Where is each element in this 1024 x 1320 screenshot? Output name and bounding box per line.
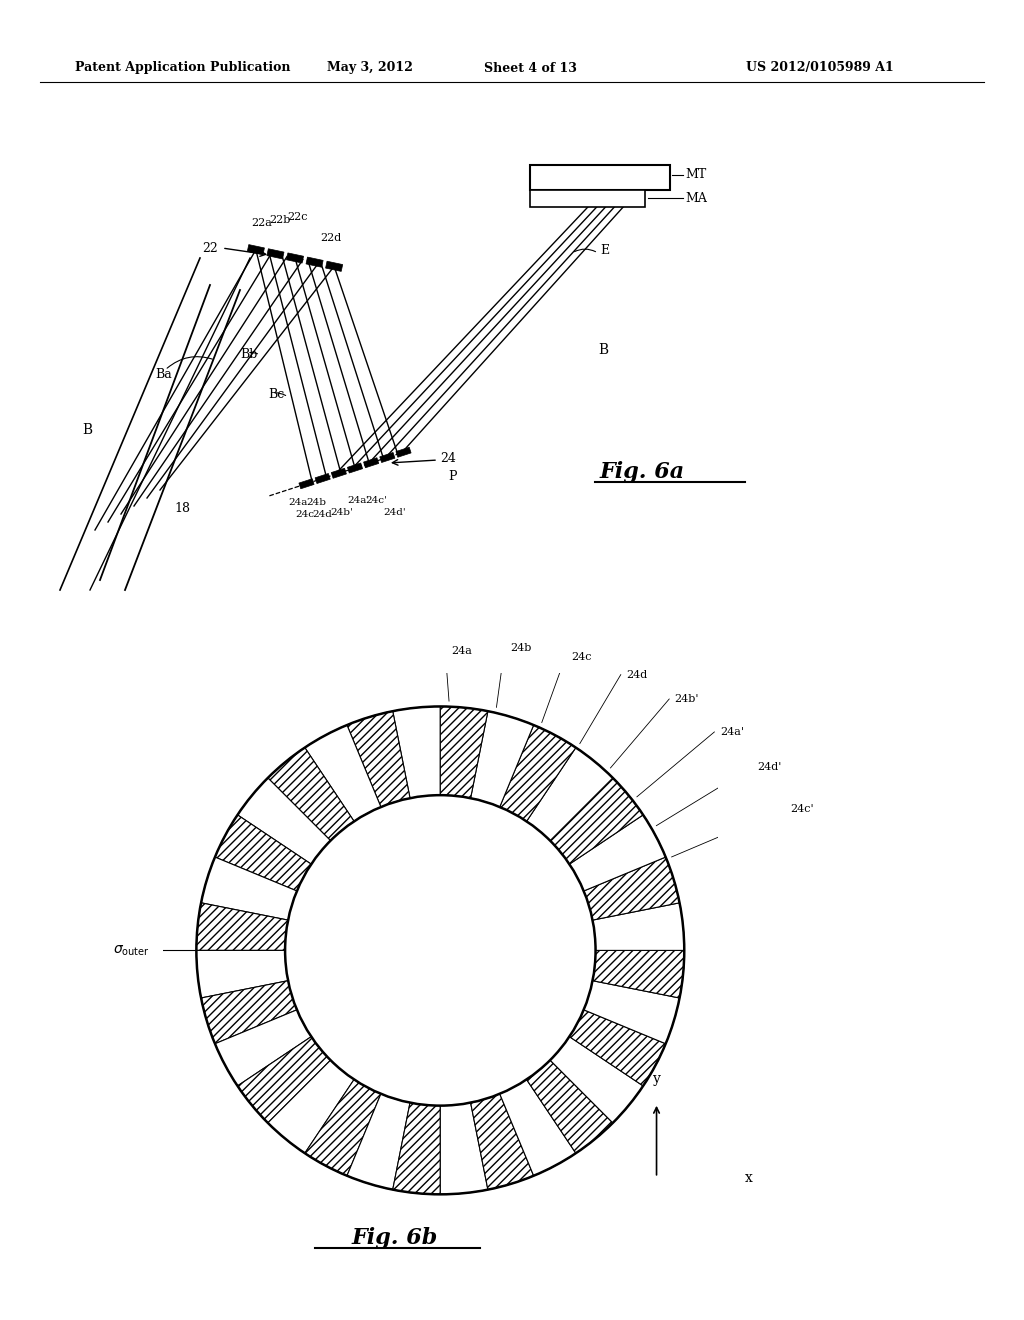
Wedge shape [471,1094,534,1189]
Polygon shape [267,248,284,259]
Wedge shape [526,747,612,841]
Text: 22c: 22c [288,213,308,222]
Text: 22d: 22d [319,234,341,243]
Text: 24b': 24b' [675,694,699,704]
Bar [530,190,645,207]
Wedge shape [569,814,666,891]
Polygon shape [287,253,303,263]
Text: Ba: Ba [155,368,172,381]
Wedge shape [201,981,297,1044]
Wedge shape [593,903,684,950]
Text: 24c': 24c' [366,496,387,506]
Wedge shape [197,950,288,998]
Text: MT: MT [685,169,707,181]
Text: 24: 24 [440,451,456,465]
Text: 24b: 24b [510,643,531,653]
Text: Fig. 6b: Fig. 6b [352,1228,438,1249]
Text: $\sigma_\mathrm{inner}$: $\sigma_\mathrm{inner}$ [367,985,402,999]
Wedge shape [584,981,680,1044]
Wedge shape [500,725,575,821]
Polygon shape [364,458,379,467]
Text: 24b: 24b [306,498,326,507]
Wedge shape [268,1060,354,1154]
Bar [530,165,670,190]
Text: 24d': 24d' [757,763,781,772]
Text: 24c: 24c [296,510,314,519]
Text: Patent Application Publication: Patent Application Publication [75,62,291,74]
Polygon shape [248,244,264,255]
Wedge shape [584,857,680,920]
Wedge shape [215,1010,311,1086]
Wedge shape [471,711,534,807]
Wedge shape [500,1080,575,1176]
Text: E: E [600,243,609,256]
Wedge shape [215,814,311,891]
Wedge shape [197,903,288,950]
Wedge shape [238,777,331,865]
Polygon shape [380,453,395,462]
Wedge shape [569,1010,666,1086]
Text: 24a': 24a' [720,727,743,737]
Wedge shape [526,1060,612,1154]
Polygon shape [299,479,314,488]
Wedge shape [305,725,381,821]
Text: 18: 18 [174,502,190,515]
Wedge shape [393,706,440,799]
Text: MA: MA [685,191,707,205]
Wedge shape [440,706,487,799]
Text: 24a: 24a [451,647,472,656]
Text: 24a: 24a [289,498,307,507]
Text: 22a: 22a [252,218,272,228]
Wedge shape [305,1080,381,1176]
Circle shape [285,795,596,1106]
Text: 24c: 24c [571,652,592,661]
Text: 24d: 24d [627,669,647,680]
Text: 24c': 24c' [790,804,813,814]
Text: P: P [449,470,457,483]
Text: 24d: 24d [312,510,332,519]
Wedge shape [347,1094,410,1189]
Text: B: B [82,422,92,437]
Text: 24d': 24d' [384,508,407,517]
Text: Bc: Bc [268,388,285,401]
Wedge shape [238,1036,331,1123]
Text: 24b': 24b' [331,508,353,517]
Text: US 2012/0105989 A1: US 2012/0105989 A1 [746,62,894,74]
Text: May 3, 2012: May 3, 2012 [327,62,413,74]
Wedge shape [440,1102,487,1195]
Text: y: y [652,1072,660,1086]
Wedge shape [550,1036,643,1123]
Wedge shape [201,857,297,920]
Polygon shape [306,257,324,267]
Wedge shape [268,747,354,841]
Text: B: B [598,343,608,356]
Polygon shape [326,261,343,272]
Polygon shape [347,463,362,473]
Wedge shape [593,950,684,998]
Wedge shape [550,777,643,865]
Wedge shape [347,711,410,807]
Polygon shape [315,474,331,483]
Text: Bb: Bb [240,348,257,362]
Text: $\sigma_\mathrm{outer}$: $\sigma_\mathrm{outer}$ [113,944,150,957]
Text: 22b: 22b [269,215,291,224]
Polygon shape [331,469,346,478]
Text: Sheet 4 of 13: Sheet 4 of 13 [483,62,577,74]
Text: 24a': 24a' [347,496,369,506]
Text: x: x [745,1171,753,1185]
Text: 22: 22 [203,242,218,255]
Text: Fig. 6a: Fig. 6a [600,461,685,483]
Polygon shape [396,447,411,457]
Wedge shape [393,1102,440,1195]
